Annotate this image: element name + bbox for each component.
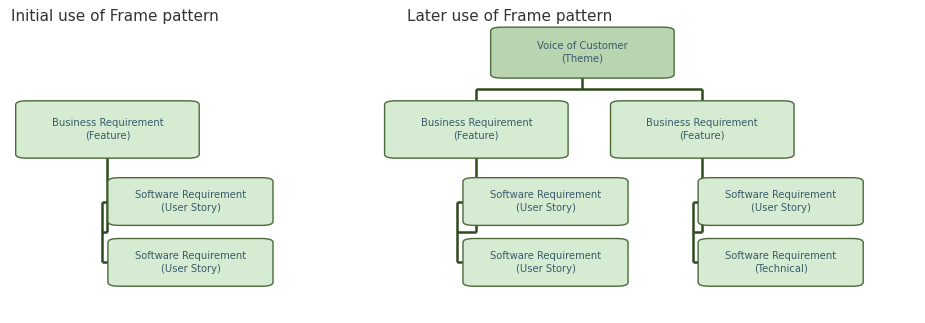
Text: Software Requirement
(User Story): Software Requirement (User Story) <box>490 190 601 213</box>
Text: Business Requirement
(Feature): Business Requirement (Feature) <box>421 118 532 141</box>
Text: Initial use of Frame pattern: Initial use of Frame pattern <box>10 9 218 25</box>
FancyBboxPatch shape <box>698 238 863 286</box>
FancyBboxPatch shape <box>610 101 794 158</box>
FancyBboxPatch shape <box>462 178 628 225</box>
Text: Software Requirement
(User Story): Software Requirement (User Story) <box>725 190 836 213</box>
FancyBboxPatch shape <box>385 101 568 158</box>
Text: Business Requirement
(Feature): Business Requirement (Feature) <box>52 118 163 141</box>
FancyBboxPatch shape <box>698 178 863 225</box>
Text: Software Requirement
(User Story): Software Requirement (User Story) <box>490 251 601 274</box>
Text: Voice of Customer
(Theme): Voice of Customer (Theme) <box>537 41 628 64</box>
Text: Software Requirement
(Technical): Software Requirement (Technical) <box>725 251 836 274</box>
Text: Later use of Frame pattern: Later use of Frame pattern <box>407 9 612 25</box>
Text: Business Requirement
(Feature): Business Requirement (Feature) <box>647 118 758 141</box>
Text: Software Requirement
(User Story): Software Requirement (User Story) <box>135 251 246 274</box>
FancyBboxPatch shape <box>108 238 273 286</box>
FancyBboxPatch shape <box>16 101 199 158</box>
FancyBboxPatch shape <box>108 178 273 225</box>
FancyBboxPatch shape <box>490 27 674 78</box>
FancyBboxPatch shape <box>462 238 628 286</box>
Text: Software Requirement
(User Story): Software Requirement (User Story) <box>135 190 246 213</box>
